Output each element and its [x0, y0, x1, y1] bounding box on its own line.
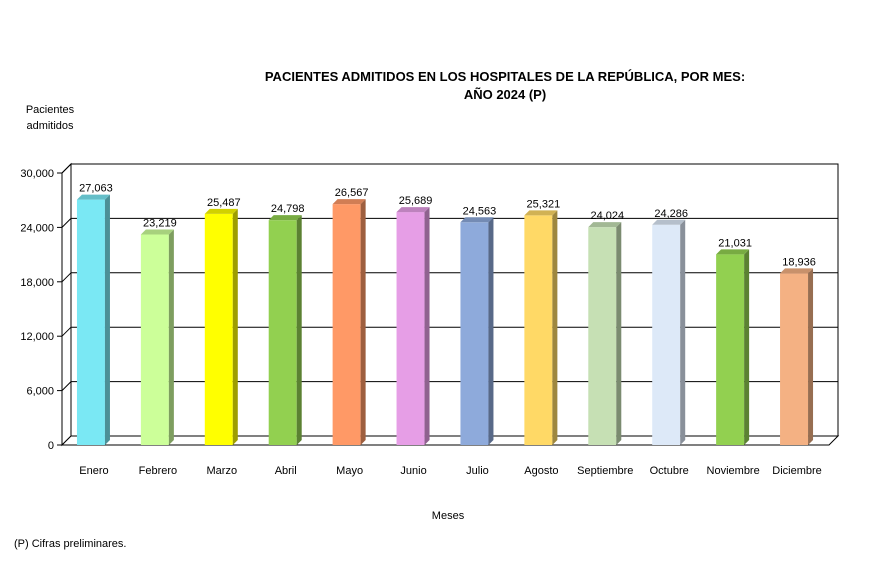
- x-axis-label: Meses: [432, 510, 465, 522]
- x-tick-label: Marzo: [207, 465, 238, 477]
- bar-side: [488, 217, 494, 445]
- bar: [652, 224, 681, 445]
- chart-title: PACIENTES ADMITIDOS EN LOS HOSPITALES DE…: [265, 69, 745, 84]
- bar-side: [104, 194, 110, 445]
- chart-subtitle: AÑO 2024 (P): [464, 87, 546, 102]
- data-label: 24,286: [654, 208, 688, 220]
- bar-side: [168, 229, 174, 445]
- gridline-depth: [61, 381, 72, 391]
- bar-top: [76, 194, 110, 200]
- y-tick-label: 18,000: [20, 277, 54, 289]
- bar-side: [616, 222, 622, 445]
- bar: [268, 220, 297, 445]
- data-label: 21,031: [718, 237, 752, 249]
- bar-top: [396, 207, 430, 213]
- bar-top: [524, 210, 558, 216]
- bar-side: [360, 199, 366, 445]
- bar-top: [268, 215, 302, 221]
- x-tick-label: Septiembre: [577, 465, 633, 477]
- bar: [396, 212, 425, 445]
- data-label: 25,689: [399, 195, 433, 207]
- y-tick-label: 24,000: [20, 222, 54, 234]
- x-tick-label: Mayo: [336, 465, 363, 477]
- x-tick-label: Octubre: [650, 465, 689, 477]
- footnote: (P) Cifras preliminares.: [14, 538, 127, 550]
- y-tick-label: 6,000: [26, 386, 54, 398]
- gridline-depth: [61, 272, 72, 283]
- bar-side: [744, 249, 750, 445]
- bar: [524, 215, 553, 445]
- bar-top: [332, 199, 366, 205]
- bar-top: [780, 268, 814, 274]
- x-tick-label: Abril: [275, 465, 297, 477]
- y-tick-label: 12,000: [20, 331, 54, 343]
- data-label: 23,219: [143, 217, 177, 229]
- bar-top: [588, 222, 622, 228]
- x-tick-label: Agosto: [524, 465, 558, 477]
- y-axis-label-line1: Pacientes: [26, 104, 75, 116]
- bar-side: [680, 219, 686, 445]
- data-label: 27,063: [79, 183, 113, 195]
- gridline-depth: [61, 163, 72, 174]
- x-tick-label: Enero: [79, 465, 108, 477]
- bar-top: [204, 208, 238, 214]
- y-axis-label-line2: admitidos: [26, 120, 74, 132]
- data-label: 25,321: [527, 198, 561, 210]
- y-tick-label: 0: [48, 440, 54, 452]
- bar-side: [296, 215, 302, 445]
- x-tick-label: Diciembre: [772, 465, 822, 477]
- x-tick-label: Noviembre: [707, 465, 760, 477]
- x-tick-label: Julio: [466, 465, 489, 477]
- bar-top: [460, 217, 494, 223]
- plot-area: 0 6,000 12,000 18,000 24,000 30,000 27,063 Ener…: [20, 162, 840, 477]
- bar: [76, 199, 105, 445]
- bar: [588, 227, 617, 445]
- bar: [460, 222, 489, 445]
- plot-side-wall: [61, 162, 72, 447]
- bar-top: [140, 229, 174, 235]
- bar-side: [232, 208, 238, 445]
- gridline-depth: [61, 218, 72, 228]
- data-label: 18,936: [782, 256, 816, 268]
- gridline-depth: [61, 326, 72, 337]
- bar-side: [808, 268, 814, 445]
- bar-top: [716, 249, 750, 255]
- bar: [716, 254, 745, 445]
- bar-top: [652, 219, 686, 225]
- bar-side: [552, 210, 558, 445]
- data-label: 24,798: [271, 203, 305, 215]
- data-label: 24,563: [463, 205, 497, 217]
- x-tick-label: Febrero: [139, 465, 178, 477]
- data-label: 24,024: [590, 210, 624, 222]
- data-label: 25,487: [207, 197, 241, 209]
- bar: [780, 273, 809, 445]
- bar-side: [424, 207, 430, 445]
- bar: [332, 204, 361, 445]
- y-tick-label: 30,000: [20, 168, 54, 180]
- bar: [204, 213, 233, 445]
- data-label: 26,567: [335, 187, 369, 199]
- x-tick-label: Junio: [400, 465, 426, 477]
- bar: [140, 234, 169, 445]
